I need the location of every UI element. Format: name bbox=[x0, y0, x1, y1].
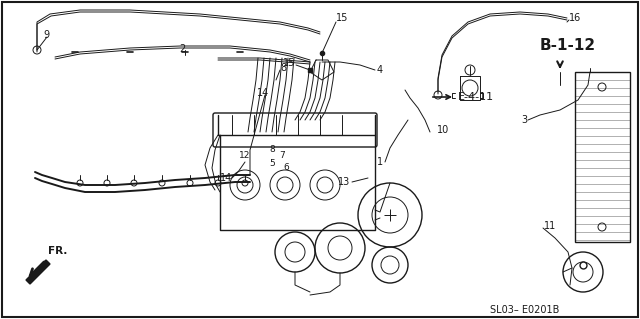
Text: FR.: FR. bbox=[48, 246, 67, 256]
Text: 14: 14 bbox=[220, 173, 232, 183]
Text: B-1-12: B-1-12 bbox=[540, 38, 596, 53]
Text: 14: 14 bbox=[257, 88, 269, 98]
Text: 11: 11 bbox=[544, 221, 556, 231]
Text: 2: 2 bbox=[179, 44, 185, 54]
Text: SL03– E0201B: SL03– E0201B bbox=[490, 305, 559, 315]
Text: E-4-11: E-4-11 bbox=[458, 92, 494, 102]
Text: 7: 7 bbox=[279, 151, 285, 160]
Text: 15: 15 bbox=[336, 13, 348, 23]
Text: 5: 5 bbox=[269, 160, 275, 168]
Text: 1: 1 bbox=[377, 157, 383, 167]
Text: 13: 13 bbox=[338, 177, 350, 187]
Text: 8: 8 bbox=[280, 63, 286, 73]
Text: 3: 3 bbox=[521, 115, 527, 125]
Text: 8: 8 bbox=[269, 145, 275, 154]
Text: 16: 16 bbox=[569, 13, 581, 23]
Bar bbox=[575, 72, 630, 242]
Text: 10: 10 bbox=[437, 125, 449, 135]
Text: 6: 6 bbox=[283, 162, 289, 172]
Polygon shape bbox=[26, 260, 50, 284]
Text: 4: 4 bbox=[377, 65, 383, 75]
Text: 15: 15 bbox=[283, 58, 295, 68]
Text: 12: 12 bbox=[239, 151, 250, 160]
Text: 9: 9 bbox=[43, 30, 49, 40]
